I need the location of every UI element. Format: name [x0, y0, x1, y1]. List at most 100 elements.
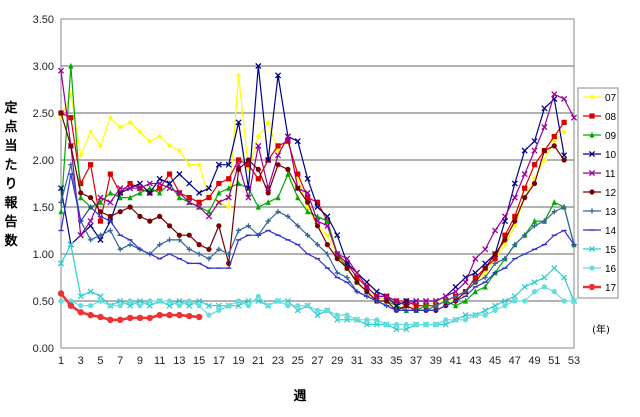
data-point: [511, 194, 518, 201]
x-tick-label: 49: [528, 355, 540, 367]
x-tick-label: 7: [117, 355, 123, 367]
data-point: [363, 283, 370, 290]
x-tick-label: 11: [154, 355, 165, 367]
data-point: [136, 314, 144, 322]
data-point: [255, 203, 261, 210]
x-tick-label: 51: [548, 355, 560, 367]
data-point: [551, 199, 557, 205]
data-point: [324, 232, 330, 238]
data-point: [364, 289, 370, 295]
data-point: [364, 317, 370, 323]
data-point: [205, 213, 213, 220]
data-point: [423, 302, 429, 309]
legend: 07 08 09 10 11 12 13 14 15 16 17: [577, 87, 619, 299]
data-point: [314, 242, 321, 248]
data-point: [97, 236, 104, 243]
data-point: [235, 227, 242, 234]
data-point: [196, 203, 203, 211]
x-tick-label: 27: [311, 355, 323, 367]
data-point: [255, 142, 262, 149]
data-point: [147, 138, 153, 144]
data-point: [284, 133, 291, 140]
data-point: [383, 293, 390, 300]
data-point: [245, 157, 252, 163]
data-point: [492, 302, 499, 309]
data-point: [186, 195, 192, 201]
y-axis-label-char: り: [4, 177, 17, 192]
data-point: [137, 213, 143, 219]
data-point: [225, 161, 232, 168]
data-point: [186, 232, 192, 238]
data-point: [116, 316, 124, 323]
data-point: [511, 293, 518, 300]
data-point: [57, 260, 65, 267]
data-point: [87, 311, 94, 319]
data-point: [176, 194, 182, 201]
legend-label: 10: [605, 150, 617, 161]
data-point: [255, 166, 261, 172]
series-14: [58, 173, 577, 312]
data-point: [462, 289, 469, 295]
data-point: [561, 129, 567, 135]
data-point: [275, 143, 281, 149]
data-point: [393, 297, 400, 305]
data-point: [393, 321, 400, 328]
data-point: [492, 260, 498, 266]
data-point: [275, 298, 281, 304]
x-tick-label: 41: [449, 355, 461, 367]
data-point: [77, 309, 84, 316]
data-point: [588, 245, 596, 253]
data-point: [531, 289, 538, 295]
x-tick-label: 19: [232, 355, 244, 367]
series-16: [58, 284, 577, 328]
data-point: [176, 297, 183, 305]
data-point: [77, 232, 84, 239]
data-point: [57, 67, 65, 74]
data-point: [216, 307, 222, 313]
data-point: [176, 311, 183, 319]
data-point: [206, 208, 212, 215]
data-point: [275, 209, 281, 215]
legend-label: 07: [605, 93, 617, 104]
data-point: [482, 283, 488, 290]
x-axis-label: 週: [293, 389, 306, 404]
data-point: [245, 223, 252, 229]
legend-box: [577, 87, 619, 299]
data-point: [147, 298, 153, 304]
data-point: [157, 213, 163, 219]
data-point: [541, 105, 548, 112]
data-point: [97, 218, 104, 224]
data-point: [107, 189, 113, 196]
data-point: [334, 316, 341, 323]
data-point: [255, 293, 261, 299]
data-point: [196, 303, 202, 309]
data-point: [107, 316, 114, 323]
data-point: [186, 246, 192, 252]
data-point: [462, 279, 469, 286]
data-point: [501, 297, 509, 305]
data-point: [78, 152, 84, 158]
y-tick-label: 3.00: [33, 61, 54, 73]
series-07: [58, 72, 567, 309]
data-point: [137, 189, 143, 196]
data-point: [305, 199, 311, 205]
legend-item: 12: [583, 188, 617, 199]
data-point: [265, 190, 271, 196]
data-point: [206, 256, 212, 262]
data-point: [126, 314, 134, 322]
data-point: [541, 284, 548, 290]
data-point: [295, 194, 301, 201]
data-point: [482, 274, 488, 281]
data-point: [196, 199, 202, 205]
data-point: [502, 256, 508, 262]
x-tick-label: 33: [371, 355, 383, 367]
data-point: [531, 176, 538, 182]
data-point: [295, 171, 301, 177]
series-layer: [57, 62, 578, 333]
data-point: [265, 119, 271, 125]
data-point: [589, 208, 595, 214]
data-point: [284, 297, 291, 305]
data-point: [137, 303, 143, 309]
data-point: [255, 176, 261, 182]
data-point: [334, 312, 340, 318]
